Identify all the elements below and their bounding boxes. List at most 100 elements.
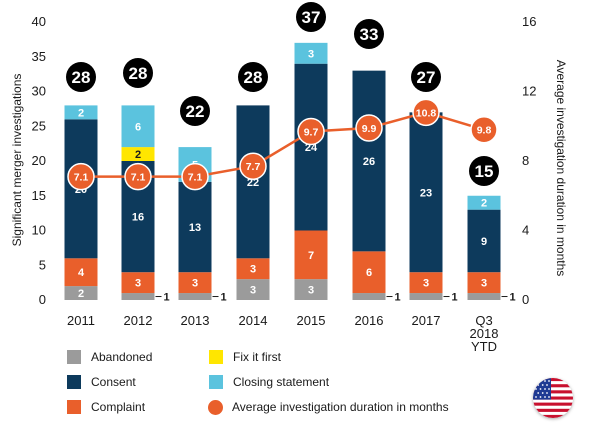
duration-point <box>355 114 383 142</box>
total-badge <box>123 58 153 88</box>
duration-label: 7.1 <box>188 172 203 184</box>
x-tick-label: 2018 <box>470 326 499 341</box>
bar-segment <box>352 251 386 294</box>
bars: 2420213162613135332237243162613231392 <box>64 42 516 304</box>
y2-tick-label: 16 <box>522 14 536 29</box>
bar-segment <box>409 293 443 300</box>
bar-label: 7 <box>308 250 314 262</box>
bar-label: 1 <box>221 292 227 304</box>
duration-label: 10.8 <box>416 107 437 119</box>
bar-label: 3 <box>423 278 429 290</box>
x-tick-label: 2015 <box>297 313 326 328</box>
bar-label: 3 <box>308 285 314 297</box>
bar-label: 22 <box>247 177 259 189</box>
y-tick-label: 20 <box>32 153 46 168</box>
y2-tick-label: 0 <box>522 292 529 307</box>
bar-label: 1 <box>510 292 516 304</box>
bar-label: 4 <box>78 267 85 279</box>
bar-label: 6 <box>135 121 141 133</box>
bar-label: 9 <box>481 236 487 248</box>
bar-segment <box>409 272 443 294</box>
bar-label: 13 <box>189 222 201 234</box>
total-badge <box>180 96 210 126</box>
duration-line: 7.1 7.1 7.1 7.7 9.7 9.9 10.8 9.8 <box>67 98 498 191</box>
y2-axis-title: Average investigation duration in months <box>554 60 568 277</box>
total-label: 28 <box>129 64 148 83</box>
duration-point <box>239 152 267 180</box>
x-tick-label: 2011 <box>67 313 95 328</box>
bar-label: 3 <box>250 285 256 297</box>
duration-label: 7.7 <box>246 161 261 173</box>
duration-label: 9.8 <box>477 125 492 137</box>
total-badge <box>66 62 96 92</box>
bar-segment <box>294 63 328 231</box>
bar-label: 23 <box>420 187 432 199</box>
bar-label: 2 <box>481 198 487 210</box>
duration-label: 9.9 <box>362 123 377 135</box>
bar-label: 6 <box>366 267 372 279</box>
duration-label: 7.1 <box>131 172 146 184</box>
bar-label: 3 <box>308 48 314 60</box>
y-tick-label: 5 <box>39 257 46 272</box>
total-label: 22 <box>186 102 205 121</box>
x-tick-label: 2012 <box>124 313 153 328</box>
x-tick-label: Q3 <box>475 313 492 328</box>
bar-segment <box>121 147 155 161</box>
bar-segment <box>64 105 98 120</box>
total-label: 28 <box>244 68 263 87</box>
bar-label: 1 <box>395 292 401 304</box>
x-tick-label: YTD <box>471 339 497 354</box>
bar-label: 2 <box>135 149 141 161</box>
total-label: 28 <box>72 68 91 87</box>
bar-label: 2 <box>78 107 84 119</box>
us-flag-icon <box>533 378 573 418</box>
total-label: 15 <box>475 162 494 181</box>
y-tick-label: 30 <box>32 84 46 99</box>
x-tick-label: 2016 <box>355 313 384 328</box>
bar-segment <box>294 230 328 280</box>
duration-point <box>124 162 152 191</box>
bar-segment <box>64 258 98 287</box>
duration-point <box>181 162 209 191</box>
y-tick-label: 15 <box>32 188 46 203</box>
bar-segment <box>294 279 328 300</box>
duration-point <box>297 117 325 146</box>
bar-label: 3 <box>250 264 256 276</box>
total-label: 33 <box>360 25 379 44</box>
bar-label: 2 <box>78 288 84 300</box>
y-tick-label: 10 <box>32 223 46 238</box>
bar-segment <box>178 293 212 300</box>
bar-label: 1 <box>164 292 170 304</box>
bar-segment <box>178 272 212 294</box>
y-axis-left: 0 5 10 15 20 25 30 35 40 <box>32 14 46 307</box>
bar-segment <box>409 112 443 273</box>
bar-label: 24 <box>305 142 318 154</box>
bar-segment <box>236 105 270 259</box>
bar-segment <box>352 293 386 300</box>
y-tick-label: 35 <box>32 49 46 64</box>
bar-segment <box>236 279 270 300</box>
bar-label: 1 <box>452 292 458 304</box>
y-tick-label: 25 <box>32 118 46 133</box>
total-badge <box>238 62 268 92</box>
y-axis-title: Significant merger investigations <box>10 74 24 247</box>
bar-segment <box>467 195 501 210</box>
total-label: 37 <box>302 8 321 27</box>
total-badge <box>469 156 499 186</box>
bar-segment <box>352 70 386 252</box>
y-tick-label: 0 <box>39 292 46 307</box>
bar-label: 3 <box>135 278 141 290</box>
y-axis-right: 0 4 8 12 16 <box>522 14 536 307</box>
duration-point <box>470 115 498 144</box>
duration-point <box>412 98 440 127</box>
bar-segment <box>467 209 501 273</box>
bar-segment <box>294 42 328 64</box>
y2-tick-label: 4 <box>522 223 529 238</box>
duration-point <box>67 162 95 191</box>
total-badge <box>354 19 384 49</box>
bar-segment <box>121 105 155 148</box>
duration-label: 7.1 <box>74 172 89 184</box>
